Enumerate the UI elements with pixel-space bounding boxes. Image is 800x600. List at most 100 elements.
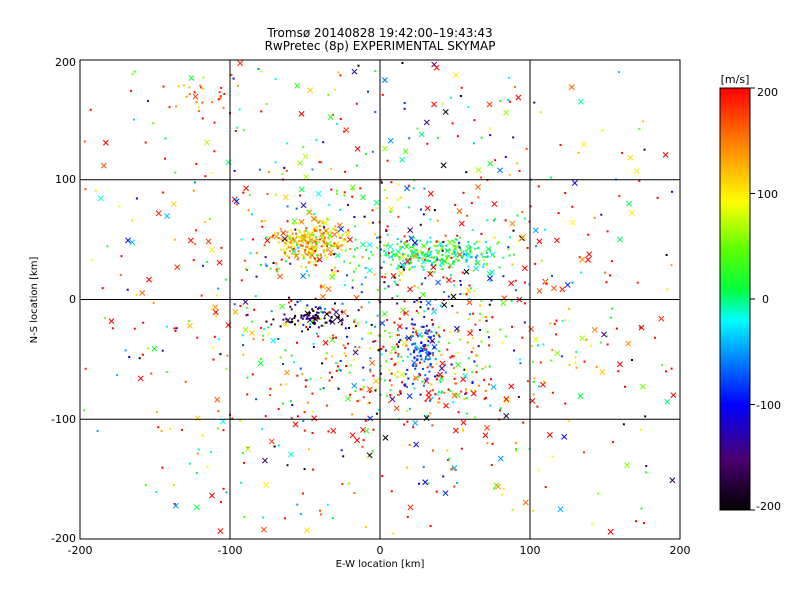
data-point-dot [306, 236, 309, 239]
data-point-dot [560, 355, 563, 358]
data-point-dot [413, 349, 416, 352]
data-point-dot [469, 313, 472, 316]
data-point-dot [355, 325, 357, 328]
data-point-cross [288, 451, 294, 458]
data-point-dot [463, 398, 466, 401]
data-point-dot [508, 254, 511, 257]
data-point-dot [397, 255, 400, 258]
data-point-dot [392, 249, 395, 252]
data-point-cross [420, 291, 427, 298]
data-point-dot [508, 100, 511, 103]
data-point-dot [486, 251, 488, 254]
data-point-dot [89, 108, 92, 111]
data-point-dot [356, 246, 359, 249]
data-point-dot [275, 262, 278, 265]
data-point-dot [308, 234, 311, 237]
data-point-dot [429, 363, 432, 366]
data-point-dot [439, 304, 442, 307]
data-point-dot [644, 415, 647, 418]
data-point-dot [467, 265, 470, 268]
data-point-dot [438, 397, 441, 400]
data-point-dot [335, 336, 337, 339]
data-point-dot [501, 341, 504, 344]
data-point-cross [495, 483, 502, 490]
data-point-dot [319, 254, 322, 257]
data-point-dot [272, 318, 275, 321]
data-point-dot [437, 252, 440, 255]
data-point-cross [340, 309, 347, 316]
data-point-dot [312, 315, 315, 318]
data-point-dot [308, 248, 311, 250]
data-point-dot [387, 285, 390, 288]
data-point-cross [379, 320, 386, 327]
data-point-dot [368, 301, 371, 304]
data-point-dot [403, 423, 406, 426]
data-point-cross [435, 279, 441, 286]
data-point-dot [454, 203, 457, 206]
data-point-dot [290, 229, 293, 232]
data-point-dot [400, 240, 403, 243]
data-point-dot [352, 359, 355, 362]
data-point-dot [328, 247, 331, 249]
data-point-dot [488, 383, 491, 386]
data-point-dot [314, 250, 317, 252]
data-point-dot [424, 349, 426, 352]
data-point-dot [532, 380, 535, 383]
data-point-dot [432, 352, 434, 355]
data-point-dot [421, 349, 424, 352]
data-point-dot [293, 250, 296, 253]
data-point-dot [243, 516, 246, 519]
data-point-dot [283, 252, 286, 255]
data-point-dot [251, 373, 254, 376]
data-point-dot [475, 364, 478, 367]
data-point-dot [409, 250, 412, 252]
data-point-cross [508, 280, 515, 287]
data-point-dot [374, 325, 377, 328]
data-point-dot [164, 137, 167, 140]
data-point-cross [322, 219, 329, 226]
y-tick-labels: -200 -100 0 100 200 [51, 56, 76, 545]
data-point-dot [537, 344, 539, 347]
data-point-dot [449, 96, 452, 99]
data-point-cross [325, 240, 332, 247]
data-point-dot [443, 291, 446, 294]
data-point-cross [396, 323, 403, 330]
data-point-dot [439, 259, 441, 262]
data-point-cross [129, 239, 136, 246]
data-point-dot [334, 229, 337, 232]
data-point-dot [431, 389, 434, 392]
data-point-cross [286, 233, 293, 240]
data-point-cross [329, 273, 336, 280]
data-point-dot [334, 302, 336, 305]
data-point-dot [302, 145, 305, 148]
data-point-dot [409, 261, 412, 264]
data-point-dot [435, 331, 438, 334]
data-point-dot [426, 332, 429, 335]
x-tick-label: -200 [68, 544, 93, 557]
data-point-dot [161, 349, 164, 352]
data-point-dot [534, 262, 537, 265]
data-point-dot [260, 220, 263, 223]
data-point-dot [202, 76, 205, 79]
data-point-dot [467, 244, 470, 247]
data-point-cross [387, 243, 394, 250]
data-point-dot [424, 399, 427, 402]
data-point-dot [491, 442, 494, 445]
data-point-cross [617, 236, 623, 243]
data-point-cross [467, 330, 474, 337]
data-point-cross [440, 162, 447, 169]
data-point-dot [438, 335, 441, 338]
data-point-dot [398, 256, 401, 259]
data-point-dot [435, 259, 438, 262]
data-point-dot [426, 338, 429, 341]
data-point-dot [418, 373, 421, 375]
data-point-dot [396, 238, 399, 240]
data-point-dot [595, 365, 598, 368]
data-point-dot [606, 230, 609, 233]
data-point-dot [414, 367, 417, 370]
colorbar [719, 87, 751, 511]
data-point-dot [441, 268, 444, 271]
data-point-dot [499, 100, 501, 103]
data-point-dot [392, 532, 395, 535]
data-point-dot [199, 84, 202, 87]
